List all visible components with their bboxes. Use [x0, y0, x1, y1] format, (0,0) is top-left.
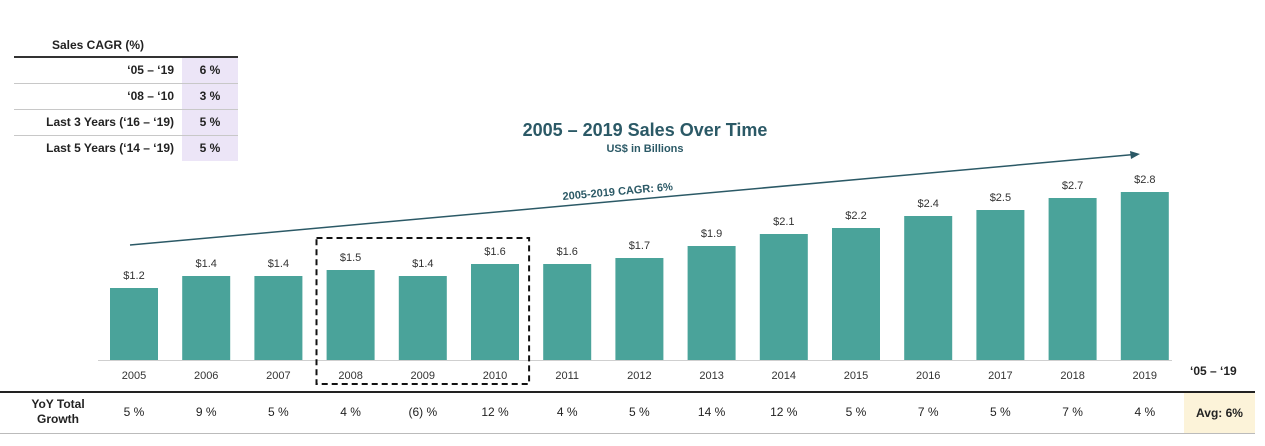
x-tick-label: 2015 [844, 370, 868, 382]
yoy-value: (6) % [408, 405, 438, 419]
bar-2018 [1048, 198, 1097, 360]
cagr-row: ‘08 – ‘10 3 % [14, 84, 238, 110]
x-tick-label: 2010 [483, 370, 507, 382]
bar-2007 [254, 276, 303, 360]
x-tick-label: 2017 [988, 370, 1012, 382]
bar-2008 [326, 270, 375, 360]
x-tick-label: 2005 [122, 370, 146, 382]
bar-2009 [398, 276, 447, 360]
data-label: $2.8 [1134, 174, 1155, 186]
data-label: $1.6 [556, 246, 577, 258]
data-label: $1.5 [340, 252, 361, 264]
data-label: $1.4 [268, 258, 289, 270]
cagr-row-value: 3 % [182, 84, 238, 109]
data-label: $1.4 [195, 258, 216, 270]
yoy-value: 4 % [340, 405, 361, 419]
trend-arrow-head [1130, 151, 1140, 159]
yoy-value: 5 % [629, 405, 650, 419]
yoy-value: 5 % [990, 405, 1011, 419]
yoy-value: 4 % [1134, 405, 1156, 419]
x-tick-label: 2018 [1060, 370, 1084, 382]
highlight-period-box [315, 237, 531, 385]
data-label: $1.9 [701, 228, 722, 240]
yoy-value: 5 % [123, 405, 145, 419]
data-label: $2.4 [917, 198, 938, 210]
data-label: $2.7 [1062, 180, 1083, 192]
data-label: $1.4 [412, 258, 433, 270]
bar-2012 [615, 258, 664, 360]
cagr-table-header: Sales CAGR (%) [14, 34, 238, 58]
x-tick-label: 2009 [411, 370, 435, 382]
bar-2010 [471, 264, 519, 360]
bar-2005 [110, 288, 158, 360]
cagr-row-label: ‘08 – ‘10 [127, 89, 174, 103]
cagr-row: Last 3 Years (‘16 – ‘19) 5 % [14, 110, 238, 136]
cagr-row-value: 6 % [182, 58, 238, 83]
x-tick-label: 2016 [916, 370, 940, 382]
bar-2006 [182, 276, 231, 360]
bar-2016 [904, 216, 953, 360]
data-label: $1.6 [484, 246, 505, 258]
data-label: $2.1 [773, 216, 794, 228]
yoy-value: 12 % [481, 405, 509, 419]
yoy-value: 12 % [770, 405, 798, 419]
data-label: $1.7 [629, 240, 650, 252]
x-tick-label: 2014 [772, 370, 796, 382]
chart-subtitle: US$ in Billions [606, 143, 684, 155]
cagr-row-value: 5 % [182, 110, 238, 135]
cagr-row: ‘05 – ‘19 6 % [14, 58, 238, 84]
trend-arrow-line [129, 153, 1135, 246]
yoy-value: 9 % [195, 405, 217, 419]
x-tick-label: 2013 [699, 370, 723, 382]
cagr-row-value: 5 % [182, 136, 238, 161]
trend-label: 2005-2019 CAGR: 6% [562, 181, 674, 203]
x-tick-label: 2008 [338, 370, 362, 382]
cagr-row-label: Last 5 Years (‘14 – ‘19) [46, 141, 174, 155]
yoy-value: 5 % [845, 405, 867, 419]
x-tick-label: 2007 [266, 370, 290, 382]
cagr-row: Last 5 Years (‘14 – ‘19) 5 % [14, 136, 238, 161]
yoy-value: 7 % [917, 405, 939, 419]
x-tick-label: 2012 [627, 370, 651, 382]
cagr-table: Sales CAGR (%) ‘05 – ‘19 6 % ‘08 – ‘10 3… [14, 34, 238, 161]
bar-2011 [543, 264, 592, 360]
data-label: $2.5 [990, 192, 1011, 204]
x-tick-label: 2011 [555, 370, 579, 382]
cagr-row-label: Last 3 Years (‘16 – ‘19) [46, 115, 174, 129]
bar-2015 [832, 228, 880, 360]
bar-2019 [1120, 192, 1169, 360]
yoy-value: 5 % [268, 405, 289, 419]
x-tick-label: 2019 [1133, 370, 1157, 382]
yoy-average-badge: Avg: 6% [1184, 393, 1255, 433]
yoy-label: YoY Total Growth [31, 397, 85, 426]
cagr-row-label: ‘05 – ‘19 [127, 63, 174, 77]
period-label: ‘05 – ‘19 [1190, 364, 1237, 378]
yoy-growth-row: YoY Total Growth Avg: 6% 5 % 9 % 5 % 4 % (6)… [0, 391, 1255, 434]
chart-title: 2005 – 2019 Sales Over Time [522, 120, 768, 140]
data-label: $1.2 [123, 270, 144, 282]
bar-2017 [976, 210, 1025, 360]
data-label: $2.2 [845, 210, 866, 222]
bar-2014 [759, 234, 808, 360]
yoy-value: 4 % [556, 405, 578, 419]
yoy-value: 14 % [697, 405, 726, 419]
x-tick-label: 2006 [194, 370, 218, 382]
yoy-value: 7 % [1062, 405, 1083, 419]
bar-2013 [687, 246, 736, 360]
